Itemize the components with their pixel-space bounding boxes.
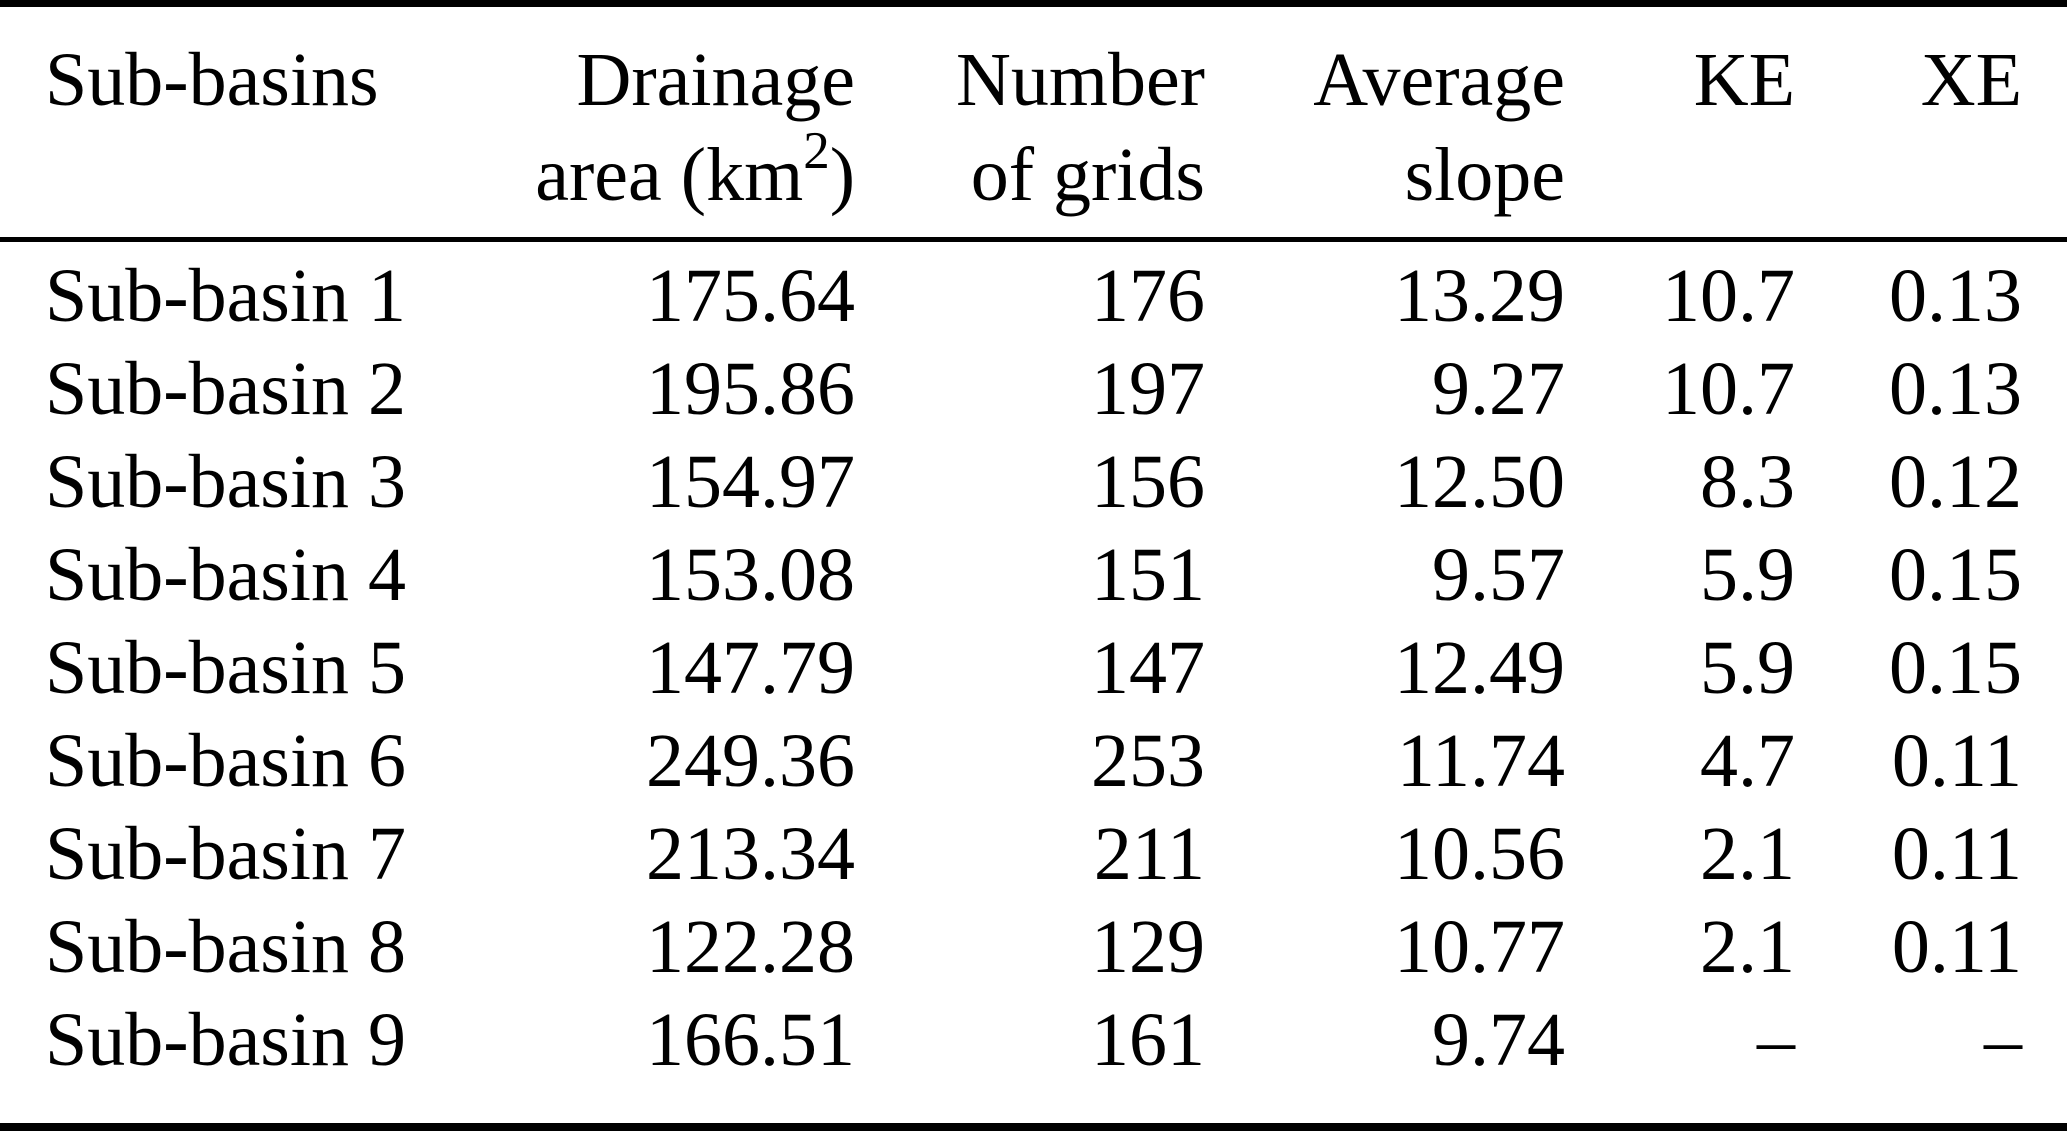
units-suffix: ) [829,133,855,217]
cell-drainage-area: 154.97 [646,440,855,524]
header-line1: KE [1693,38,1795,122]
cell-ke: – [1757,998,1795,1082]
header-line2-units: area (km2) [460,125,855,237]
cell-ke: 10.7 [1662,347,1795,431]
cell-average-slope: 9.27 [1432,347,1565,431]
header-line1: XE [1920,38,2022,122]
cell-ke: 4.7 [1700,719,1795,803]
cell-drainage-area: 175.64 [646,254,855,338]
cell-sub-basin-name: Sub-basin 2 [45,347,406,431]
cell-drainage-area: 122.28 [646,905,855,989]
cell-drainage-area: 147.79 [646,626,855,710]
cell-xe: 0.11 [1891,905,2022,989]
header-line2: of grids [970,133,1205,217]
header-line1: Number [955,38,1205,122]
superscript-2: 2 [803,122,830,180]
cell-ke: 8.3 [1700,440,1795,524]
cell-xe: 0.11 [1891,812,2022,896]
table-row: Sub-basin 2 195.86 197 9.27 10.7 0.13 [0,343,2067,436]
col-header-sub-basins: Sub-basins [0,3,460,242]
cell-drainage-area: 195.86 [646,347,855,431]
col-header-xe: XE [1795,3,2067,242]
cell-number-of-grids: 211 [1093,812,1205,896]
cell-xe: – [1984,998,2022,1082]
cell-average-slope: 9.57 [1432,533,1565,617]
cell-average-slope: 12.50 [1394,440,1565,524]
cell-number-of-grids: 253 [1091,719,1205,803]
col-header-ke: KE [1565,3,1795,242]
cell-ke: 2.1 [1700,812,1795,896]
cell-average-slope: 10.77 [1394,905,1565,989]
cell-average-slope: 11.74 [1396,719,1565,803]
cell-sub-basin-name: Sub-basin 9 [45,998,406,1082]
cell-sub-basin-name: Sub-basin 7 [45,812,406,896]
cell-number-of-grids: 147 [1091,626,1205,710]
cell-sub-basin-name: Sub-basin 1 [45,254,406,338]
table-row: Sub-basin 9 166.51 161 9.74 – – [0,994,2067,1127]
table-header: Sub-basins Drainage area (km2) Number of… [0,3,2067,242]
col-header-average-slope: Average slope [1205,3,1565,242]
cell-number-of-grids: 161 [1091,998,1205,1082]
cell-sub-basin-name: Sub-basin 6 [45,719,406,803]
table-row: Sub-basin 5 147.79 147 12.49 5.9 0.15 [0,622,2067,715]
cell-average-slope: 13.29 [1394,254,1565,338]
cell-xe: 0.11 [1891,719,2022,803]
cell-number-of-grids: 176 [1091,254,1205,338]
units-prefix: area (km [535,133,804,217]
cell-average-slope: 9.74 [1432,998,1565,1082]
header-line1: Average [1313,38,1565,122]
table-row: Sub-basin 3 154.97 156 12.50 8.3 0.12 [0,436,2067,529]
cell-ke: 5.9 [1700,626,1795,710]
cell-ke: 10.7 [1662,254,1795,338]
header-line1: Sub-basins [45,38,379,122]
cell-xe: 0.13 [1889,347,2022,431]
col-header-number-of-grids: Number of grids [855,3,1205,242]
cell-xe: 0.13 [1889,254,2022,338]
cell-xe: 0.12 [1889,440,2022,524]
col-header-drainage-area: Drainage area (km2) [460,3,855,242]
cell-average-slope: 12.49 [1394,626,1565,710]
cell-xe: 0.15 [1889,533,2022,617]
cell-drainage-area: 153.08 [646,533,855,617]
cell-drainage-area: 166.51 [646,998,855,1082]
table-row: Sub-basin 1 175.64 176 13.29 10.7 0.13 [0,240,2067,344]
table-row: Sub-basin 6 249.36 253 11.74 4.7 0.11 [0,715,2067,808]
table-row: Sub-basin 7 213.34 211 10.56 2.1 0.11 [0,808,2067,901]
cell-drainage-area: 213.34 [646,812,855,896]
header-line1: Drainage [576,38,855,122]
cell-number-of-grids: 197 [1091,347,1205,431]
cell-average-slope: 10.56 [1394,812,1565,896]
cell-sub-basin-name: Sub-basin 5 [45,626,406,710]
cell-number-of-grids: 129 [1091,905,1205,989]
cell-sub-basin-name: Sub-basin 3 [45,440,406,524]
cell-sub-basin-name: Sub-basin 8 [45,905,406,989]
cell-ke: 5.9 [1700,533,1795,617]
table-row: Sub-basin 8 122.28 129 10.77 2.1 0.11 [0,901,2067,994]
table-row: Sub-basin 4 153.08 151 9.57 5.9 0.15 [0,529,2067,622]
cell-number-of-grids: 151 [1091,533,1205,617]
cell-drainage-area: 249.36 [646,719,855,803]
cell-ke: 2.1 [1700,905,1795,989]
header-row: Sub-basins Drainage area (km2) Number of… [0,3,2067,242]
header-line2: slope [1404,133,1565,217]
cell-xe: 0.15 [1889,626,2022,710]
cell-sub-basin-name: Sub-basin 4 [45,533,406,617]
table-body: Sub-basin 1 175.64 176 13.29 10.7 0.13 S… [0,240,2067,1128]
cell-number-of-grids: 156 [1091,440,1205,524]
